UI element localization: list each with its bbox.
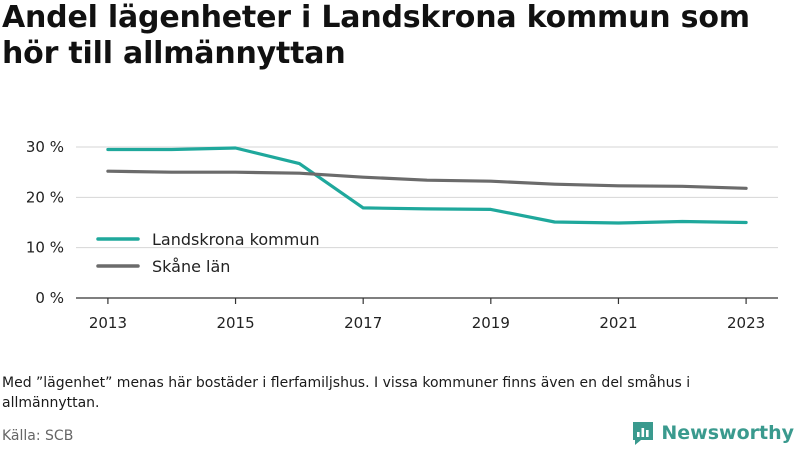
line-chart: 0 % 10 % 20 % 30 % 2013 2015 2017 2019 2021 2023… <box>26 138 778 332</box>
grid-lines <box>76 146 778 249</box>
chart-title: Andel lägenheter i Landskrona kommun som… <box>2 0 750 71</box>
legend: Landskrona kommun Skåne län <box>96 230 320 276</box>
brand-logo: Newsworthy <box>631 418 794 448</box>
x-tick-label: 2019 <box>472 314 510 332</box>
legend-label: Landskrona kommun <box>152 230 320 249</box>
series-line-landskrona <box>106 146 748 225</box>
series-lines <box>106 146 748 225</box>
x-tick-label: 2013 <box>89 314 127 332</box>
y-axis-ticks: 0 % 10 % 20 % 30 % <box>26 138 64 307</box>
y-tick-label: 30 % <box>26 138 64 156</box>
source-label: Källa: SCB <box>2 428 74 444</box>
legend-label: Skåne län <box>152 257 230 276</box>
y-tick-label: 0 % <box>35 289 64 307</box>
y-tick-label: 10 % <box>26 239 64 257</box>
series-line-skane <box>106 169 748 190</box>
x-tick-label: 2015 <box>216 314 254 332</box>
chart-note: Med ”lägenhet” menas här bostäder i fler… <box>2 375 691 411</box>
x-tick-label: 2017 <box>344 314 382 332</box>
y-tick-label: 20 % <box>26 188 64 206</box>
x-tick-label: 2021 <box>599 314 637 332</box>
bar-chart-logo-icon <box>633 422 654 445</box>
brand-name: Newsworthy <box>661 422 794 444</box>
x-tick-label: 2023 <box>727 314 765 332</box>
x-axis-ticks: 2013 2015 2017 2019 2021 2023 <box>89 298 765 332</box>
